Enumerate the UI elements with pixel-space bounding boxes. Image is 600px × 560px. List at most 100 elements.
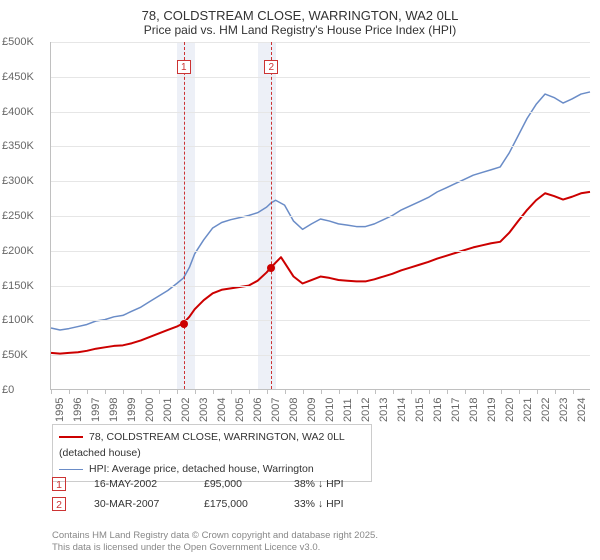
x-axis-label: 2010 [324,398,336,422]
x-axis-label: 2005 [234,398,246,422]
y-axis-label: £350K [2,140,47,152]
x-axis-label: 2001 [162,398,174,422]
x-axis-label: 2004 [216,398,228,422]
sale-date: 30-MAR-2007 [94,498,204,510]
series-line [51,92,590,330]
x-axis-label: 2000 [144,398,156,422]
x-tick [393,389,394,394]
x-tick [519,389,520,394]
y-axis-label: £50K [2,349,47,361]
x-axis-label: 1996 [72,398,84,422]
x-axis-label: 2006 [252,398,264,422]
y-axis-label: £100K [2,314,47,326]
attribution-line: Contains HM Land Registry data © Crown c… [52,530,378,542]
x-axis-label: 2009 [306,398,318,422]
x-tick [213,389,214,394]
x-tick [195,389,196,394]
x-axis-label: 2022 [540,398,552,422]
x-tick [303,389,304,394]
x-tick [447,389,448,394]
x-tick [555,389,556,394]
attribution-line: This data is licensed under the Open Gov… [52,542,378,554]
x-tick [249,389,250,394]
x-axis-label: 1998 [108,398,120,422]
sales-table: 116-MAY-2002£95,00038% ↓ HPI230-MAR-2007… [52,474,384,514]
legend-swatch [59,469,83,470]
x-tick [483,389,484,394]
sale-date: 16-MAY-2002 [94,478,204,490]
x-tick [573,389,574,394]
x-axis-label: 2016 [432,398,444,422]
x-tick [321,389,322,394]
x-tick [375,389,376,394]
y-axis-label: £200K [2,245,47,257]
x-axis-label: 2014 [396,398,408,422]
x-axis-label: 2012 [360,398,372,422]
sale-index: 2 [52,497,66,511]
gridline [51,181,590,182]
y-axis-label: £400K [2,106,47,118]
plot-area: 12 [50,42,590,390]
x-axis-label: 2019 [486,398,498,422]
x-axis-label: 2002 [180,398,192,422]
sale-row: 2 30-MAR-2007£175,00033% ↓ HPI [52,494,384,514]
x-tick [537,389,538,394]
x-tick [159,389,160,394]
x-axis-label: 2003 [198,398,210,422]
x-axis-label: 2020 [504,398,516,422]
legend-swatch [59,436,83,438]
y-axis-label: £0 [2,384,47,396]
x-axis-label: 2021 [522,398,534,422]
gridline [51,286,590,287]
x-axis-label: 2017 [450,398,462,422]
sale-marker-line [271,42,272,389]
x-tick [411,389,412,394]
sale-price: £175,000 [204,498,294,510]
x-axis-label: 2023 [558,398,570,422]
x-axis-label: 2015 [414,398,426,422]
x-axis-label: 1997 [90,398,102,422]
gridline [51,112,590,113]
y-axis-label: £150K [2,280,47,292]
x-axis-label: 2011 [342,398,354,422]
gridline [51,251,590,252]
x-axis-label: 2024 [576,398,588,422]
chart-title-sub: Price paid vs. HM Land Registry's House … [0,23,600,37]
x-axis-label: 2007 [270,398,282,422]
gridline [51,146,590,147]
x-tick [69,389,70,394]
x-tick [501,389,502,394]
x-axis-label: 2018 [468,398,480,422]
gridline [51,355,590,356]
sale-delta: 38% ↓ HPI [294,478,384,490]
sale-marker-label: 1 [177,60,191,74]
gridline [51,216,590,217]
sale-price: £95,000 [204,478,294,490]
legend-item: 78, COLDSTREAM CLOSE, WARRINGTON, WA2 0L… [59,429,365,461]
x-axis-label: 1999 [126,398,138,422]
gridline [51,320,590,321]
sale-marker-label: 2 [264,60,278,74]
sale-delta: 33% ↓ HPI [294,498,384,510]
x-axis-label: 2013 [378,398,390,422]
x-tick [177,389,178,394]
x-tick [87,389,88,394]
x-tick [285,389,286,394]
x-tick [357,389,358,394]
attribution: Contains HM Land Registry data © Crown c… [52,530,378,554]
legend-label: 78, COLDSTREAM CLOSE, WARRINGTON, WA2 0L… [59,431,344,459]
x-tick [429,389,430,394]
x-axis-label: 2008 [288,398,300,422]
sale-point-marker [180,320,188,328]
x-tick [105,389,106,394]
y-axis-label: £250K [2,210,47,222]
gridline [51,77,590,78]
x-tick [339,389,340,394]
y-axis-label: £300K [2,175,47,187]
sale-point-marker [267,264,275,272]
x-tick [465,389,466,394]
y-axis-label: £450K [2,71,47,83]
x-tick [267,389,268,394]
sale-marker-line [184,42,185,389]
x-tick [123,389,124,394]
